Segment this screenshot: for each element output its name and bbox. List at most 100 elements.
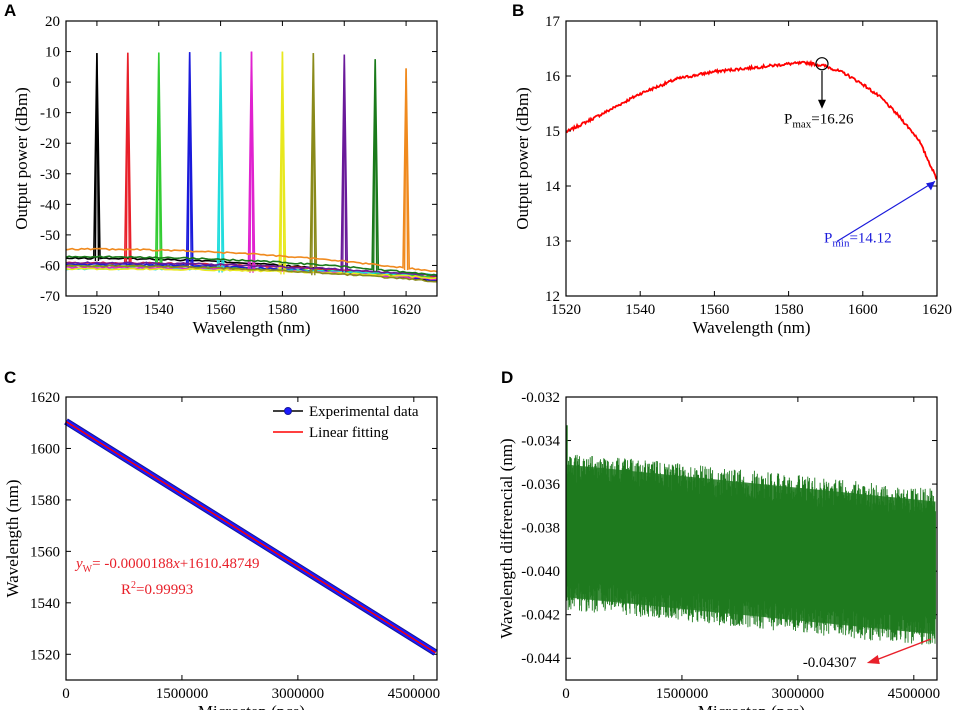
x-tick-label: 3000000 bbox=[772, 686, 825, 702]
y-tick-label: 0 bbox=[53, 75, 61, 91]
min-label-part: =14.12 bbox=[849, 230, 891, 246]
series-peak bbox=[403, 68, 409, 271]
r-squared-part: =0.99993 bbox=[136, 582, 193, 598]
r-squared: R2=0.99993 bbox=[121, 580, 193, 598]
min-label-part: min bbox=[832, 237, 850, 249]
x-tick-label: 1560 bbox=[699, 302, 729, 318]
y-tick-label: -30 bbox=[40, 167, 60, 183]
linear-fit-line bbox=[65, 420, 436, 654]
fit-equation-part: x bbox=[172, 556, 180, 572]
x-tick-label: 1620 bbox=[391, 302, 421, 318]
y-tick-label: -0.044 bbox=[521, 651, 560, 667]
series-peak bbox=[187, 52, 192, 269]
legend-marker-experimental bbox=[284, 407, 292, 415]
y-tick-label: -50 bbox=[40, 228, 60, 244]
fit-equation: yW= -0.0000188x+1610.48749 bbox=[74, 556, 259, 575]
y-tick-label: -20 bbox=[40, 136, 60, 152]
x-tick-label: 1500000 bbox=[156, 686, 209, 702]
x-tick-label: 4500000 bbox=[388, 686, 441, 702]
panel-d: D 0 1500000 3000000 4500000 -0.044 -0.042 -0.0… bbox=[497, 368, 940, 710]
y-axis-title: Wavelength (nm) bbox=[3, 479, 22, 597]
x-tick-label: 1500000 bbox=[656, 686, 709, 702]
y-tick-label: -0.036 bbox=[521, 477, 560, 493]
y-tick-label: 20 bbox=[45, 14, 60, 30]
y-tick-label: 1620 bbox=[30, 390, 60, 406]
x-axis-title: Wavelength (nm) bbox=[192, 318, 310, 337]
y-tick-label: 1580 bbox=[30, 493, 60, 509]
max-marker bbox=[815, 57, 829, 71]
x-tick-label: 1620 bbox=[922, 302, 952, 318]
min-arrow bbox=[836, 180, 936, 242]
y-tick-label: 14 bbox=[545, 179, 561, 195]
y-tick-label: 1600 bbox=[30, 441, 60, 457]
x-tick-label: 1600 bbox=[329, 302, 359, 318]
series-line bbox=[565, 59, 938, 180]
y-tick-label: 1520 bbox=[30, 647, 60, 663]
legend-label-experimental: Experimental data bbox=[309, 404, 419, 420]
series-band-fill bbox=[566, 464, 936, 635]
panel-c: C 0 1500000 3000000 4500000 1520 1540 1560 1580… bbox=[3, 368, 440, 710]
panel-b: B 1520 1540 1560 1580 1600 1620 12 13 14 15 16 17 Wa… bbox=[512, 1, 952, 337]
series-peak bbox=[280, 51, 285, 275]
series-peak bbox=[311, 53, 316, 276]
y-axis-title: Output power (dBm) bbox=[513, 87, 532, 230]
min-arrowhead bbox=[926, 181, 935, 191]
series-peak bbox=[372, 59, 378, 272]
plot-frame bbox=[565, 20, 938, 297]
x-tick-label: 1540 bbox=[144, 302, 174, 318]
y-tick-label: 1560 bbox=[30, 544, 60, 560]
y-axis-title: Wavelength differencial (nm) bbox=[497, 438, 516, 638]
plot-area-a bbox=[66, 51, 437, 283]
y-tick-label: -0.038 bbox=[521, 521, 560, 537]
r-squared-part: 2 bbox=[131, 580, 136, 591]
plot-frame bbox=[65, 396, 438, 681]
panel-letter-d: D bbox=[501, 368, 513, 387]
x-tick-label: 0 bbox=[62, 686, 70, 702]
panel-letter-b: B bbox=[512, 1, 524, 20]
series-peak bbox=[125, 52, 131, 266]
fit-equation-part: = -0.0000188 bbox=[92, 556, 173, 572]
max-label-part: P bbox=[784, 112, 792, 128]
min-arrow bbox=[870, 638, 932, 663]
series-line bbox=[66, 68, 437, 273]
y-axis-title: Output power (dBm) bbox=[12, 87, 31, 230]
fit-equation-part: W bbox=[83, 564, 93, 575]
x-tick-label: 1520 bbox=[551, 302, 581, 318]
x-tick-label: 1600 bbox=[848, 302, 878, 318]
legend-label-fit: Linear fitting bbox=[309, 425, 389, 441]
fit-equation-part: y bbox=[74, 556, 83, 572]
y-tick-label: -60 bbox=[40, 258, 60, 274]
y-tick-label: 16 bbox=[545, 69, 561, 85]
series-peak bbox=[218, 51, 223, 273]
x-tick-label: 3000000 bbox=[272, 686, 325, 702]
max-label-part: =16.26 bbox=[811, 112, 854, 128]
x-tick-label: 4500000 bbox=[888, 686, 941, 702]
min-label: -0.04307 bbox=[803, 655, 857, 671]
x-axis-title: Wavelength (nm) bbox=[692, 318, 810, 337]
panel-a: A 1520 1540 1560 1580 1600 1620 -70 -60 -50 -40 -3… bbox=[4, 1, 438, 337]
y-tick-label: -0.042 bbox=[521, 608, 560, 624]
series-line bbox=[66, 54, 437, 277]
fit-equation-part: +1610.48749 bbox=[180, 556, 260, 572]
x-tick-label: 1520 bbox=[82, 302, 112, 318]
r-squared-part: R bbox=[121, 582, 131, 598]
plot-frame bbox=[65, 20, 438, 297]
panel-letter-c: C bbox=[4, 368, 16, 387]
y-tick-label: -0.032 bbox=[521, 390, 560, 406]
x-tick-label: 1560 bbox=[206, 302, 236, 318]
max-label: Pmax=16.26 bbox=[784, 112, 854, 131]
y-tick-label: 15 bbox=[545, 124, 560, 140]
panel-letter-a: A bbox=[4, 1, 16, 20]
series-peak bbox=[94, 53, 100, 262]
x-tick-label: 1580 bbox=[267, 302, 297, 318]
y-tick-label: 12 bbox=[545, 289, 560, 305]
y-tick-label: -10 bbox=[40, 106, 60, 122]
min-label: Pmin=14.12 bbox=[824, 230, 892, 249]
y-tick-label: 13 bbox=[545, 234, 560, 250]
x-axis-title: Microstep (pcs) bbox=[698, 702, 805, 710]
x-tick-label: 1540 bbox=[625, 302, 655, 318]
min-arrowhead bbox=[866, 654, 880, 664]
x-tick-label: 1580 bbox=[774, 302, 804, 318]
y-tick-label: -40 bbox=[40, 197, 60, 213]
y-tick-label: -0.034 bbox=[521, 434, 560, 450]
